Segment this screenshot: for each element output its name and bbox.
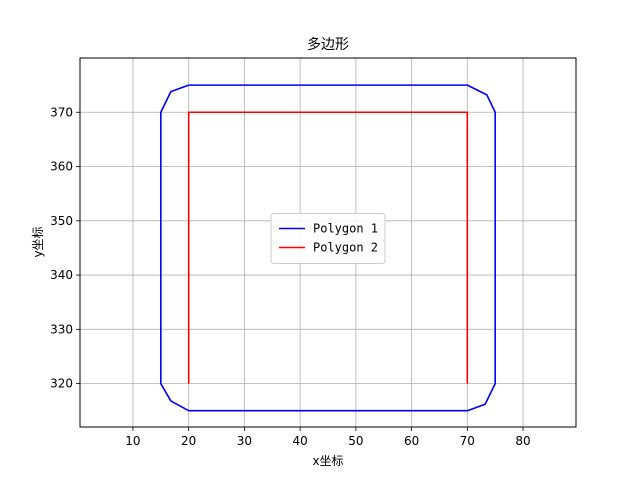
x-tick-label: 60 (404, 434, 419, 448)
x-tick-label: 20 (181, 434, 196, 448)
y-tick-label: 360 (50, 160, 73, 174)
y-axis-label: y坐标 (31, 226, 45, 257)
x-tick-label: 10 (125, 434, 140, 448)
x-axis-label: x坐标 (312, 454, 343, 468)
y-tick-label: 340 (50, 268, 73, 282)
y-tick-label: 370 (50, 105, 73, 119)
x-tick-label: 80 (515, 434, 530, 448)
x-tick-label: 70 (460, 434, 475, 448)
y-tick-label: 350 (50, 214, 73, 228)
plot-frame (79, 57, 577, 428)
legend-label: Polygon 1 (313, 222, 378, 236)
series-line-1 (160, 84, 496, 412)
y-tick-label: 320 (50, 377, 73, 391)
legend-box (270, 213, 386, 264)
x-tick-label: 50 (348, 434, 363, 448)
axis-ticks: 10 20 30 40 50 60 70 80 320 330 340 350 360 370 (50, 105, 531, 448)
series-group (160, 84, 496, 412)
series-line-2 (187, 111, 469, 384)
legend-label: Polygon 2 (313, 241, 378, 255)
x-tick-label: 40 (292, 434, 307, 448)
y-tick-label: 330 (50, 322, 73, 336)
x-tick-label: 30 (237, 434, 252, 448)
chart-title: 多边形 (307, 36, 349, 53)
legend: Polygon 1 Polygon 2 (270, 213, 386, 264)
